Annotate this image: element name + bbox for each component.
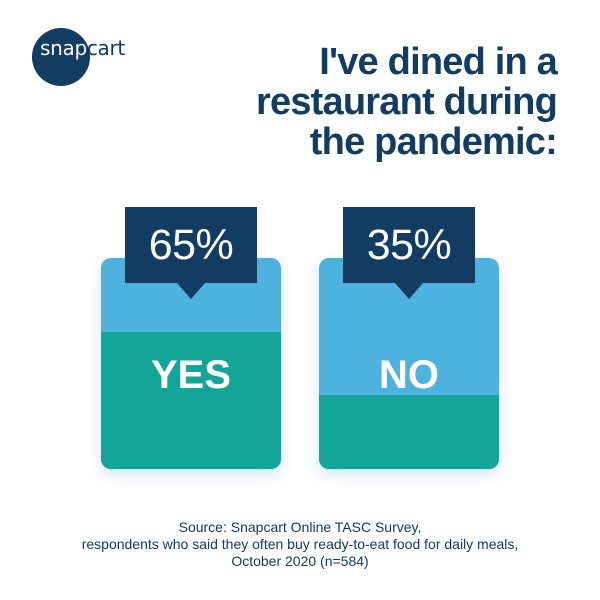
value-callout-no: 35%: [343, 207, 475, 299]
value-callout-yes: 65%: [125, 207, 257, 299]
data-label-no: 35%: [366, 221, 452, 269]
category-label-no: NO: [379, 353, 439, 397]
category-label-yes: YES: [150, 353, 232, 397]
source-line-2: respondents who said they often buy read…: [81, 536, 519, 552]
bar-fill-no: [319, 395, 499, 469]
bar-fill-yes: [101, 332, 281, 469]
snapcart-logo-circle: [32, 28, 90, 86]
source-note: Source: Snapcart Online TASC Survey, res…: [20, 519, 580, 570]
snapcart-logo-text: snapcart: [40, 36, 125, 60]
logo-text-suffix: cart: [86, 36, 125, 60]
source-line-3: October 2020 (n=584): [231, 553, 369, 569]
answer-card-no: NO: [319, 258, 499, 469]
logo-text-prefix: snap: [40, 36, 87, 60]
callout-pointer-no: [395, 283, 423, 299]
source-line-1: Source: Snapcart Online TASC Survey,: [178, 519, 422, 535]
data-label-yes: 65%: [148, 221, 234, 269]
callout-pointer-yes: [177, 283, 205, 299]
chart-title: I've dined in a restaurant during the pa…: [256, 41, 558, 163]
